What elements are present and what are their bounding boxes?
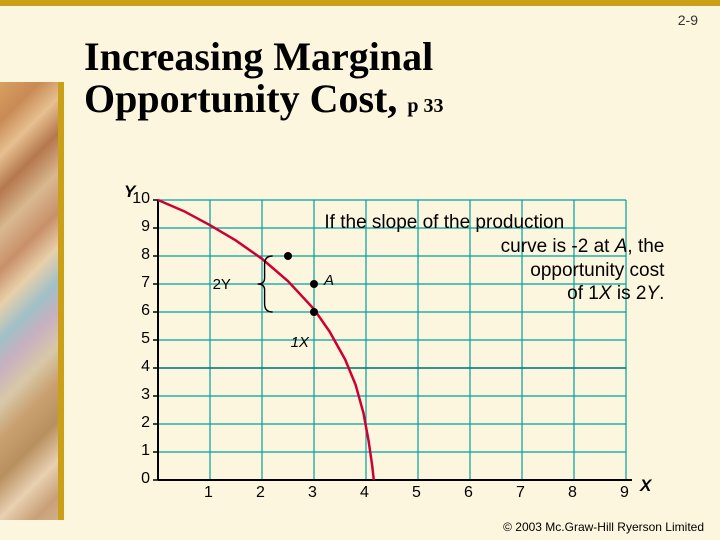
y-tick-1: 1 bbox=[126, 442, 150, 460]
y-tick-5: 5 bbox=[126, 330, 150, 348]
one-x-label: 1X bbox=[291, 334, 309, 351]
x-tick-7: 7 bbox=[516, 484, 525, 502]
slide: 2-9 Increasing Marginal Opportunity Cost… bbox=[0, 0, 720, 540]
sidebar-texture bbox=[0, 82, 64, 520]
page-number: 2-9 bbox=[678, 12, 698, 28]
title-line2: Opportunity Cost, bbox=[84, 76, 397, 121]
y-tick-3: 3 bbox=[126, 386, 150, 404]
top-border bbox=[0, 0, 720, 6]
y-tick-9: 9 bbox=[126, 218, 150, 236]
y-tick-6: 6 bbox=[126, 302, 150, 320]
y-tick-10: 10 bbox=[126, 190, 150, 208]
title-line1: Increasing Marginal bbox=[84, 34, 433, 79]
y-tick-4: 4 bbox=[126, 358, 150, 376]
brace-2y-label: 2Y bbox=[213, 276, 231, 293]
x-axis-label: X bbox=[640, 476, 651, 496]
x-tick-6: 6 bbox=[464, 484, 473, 502]
copyright: © 2003 Mc.Graw-Hill Ryerson Limited bbox=[503, 520, 704, 534]
x-tick-5: 5 bbox=[412, 484, 421, 502]
x-tick-1: 1 bbox=[204, 484, 213, 502]
chart: Y X 012345678910123456789 2Y A 1X If the… bbox=[104, 182, 656, 502]
explanation-text: If the slope of the productioncurve is -… bbox=[324, 211, 684, 306]
x-tick-9: 9 bbox=[620, 484, 629, 502]
y-tick-8: 8 bbox=[126, 246, 150, 264]
y-tick-0: 0 bbox=[126, 470, 150, 488]
y-tick-2: 2 bbox=[126, 414, 150, 432]
title-page-ref: p 33 bbox=[407, 95, 443, 117]
x-tick-3: 3 bbox=[308, 484, 317, 502]
slide-title: Increasing Marginal Opportunity Cost, p … bbox=[84, 36, 444, 120]
x-tick-2: 2 bbox=[256, 484, 265, 502]
x-tick-4: 4 bbox=[360, 484, 369, 502]
x-tick-8: 8 bbox=[568, 484, 577, 502]
y-tick-7: 7 bbox=[126, 274, 150, 292]
